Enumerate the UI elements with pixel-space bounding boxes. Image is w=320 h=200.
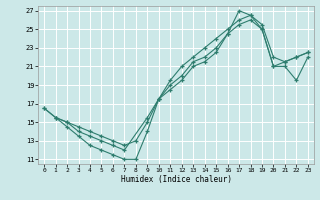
- X-axis label: Humidex (Indice chaleur): Humidex (Indice chaleur): [121, 175, 231, 184]
